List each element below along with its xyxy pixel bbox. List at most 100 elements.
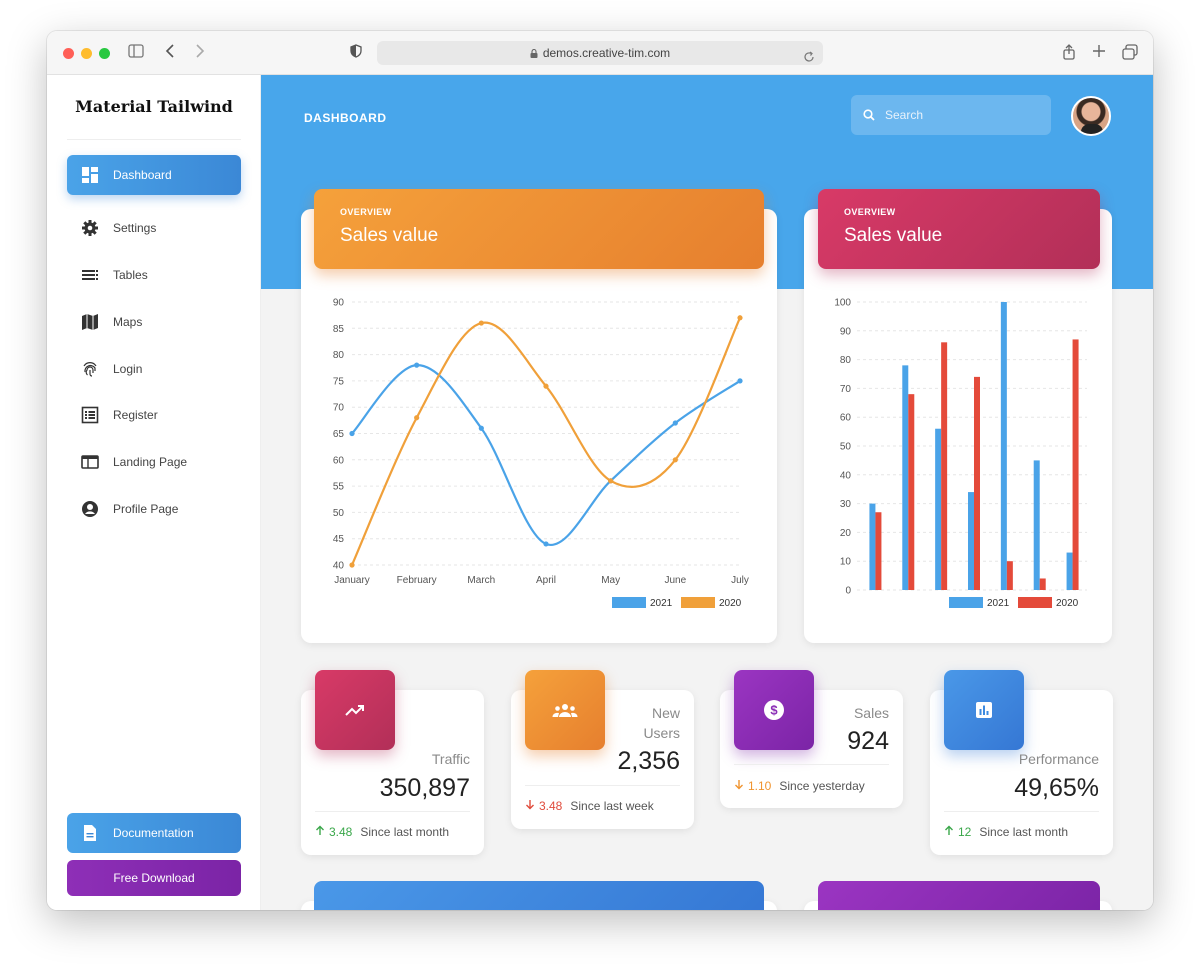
x-tick-label: March [467,575,495,586]
url-text: demos.creative-tim.com [542,46,671,60]
legend-swatch [949,597,983,608]
tab-overview-icon[interactable] [1121,44,1139,62]
bar-2021 [935,428,942,590]
sidebar-item-landing-page[interactable]: Landing Page [67,442,241,482]
back-icon[interactable] [161,44,179,62]
bar-2020 [1039,578,1046,590]
list-icon [81,266,99,284]
y-tick-label: 80 [840,355,852,366]
brand-title[interactable]: Material Tailwind [75,97,233,116]
minimize-window-button[interactable] [81,48,92,59]
sidebar-item-dashboard[interactable]: Dashboard [67,155,241,195]
data-point [543,383,549,389]
stat-divider [734,764,889,765]
y-tick-label: 40 [333,561,345,572]
y-tick-label: 90 [333,298,345,309]
stat-value: 350,897 [379,774,470,802]
free-download-button[interactable]: Free Download [67,860,241,896]
reload-icon[interactable] [803,47,815,62]
sidebar-item-login[interactable]: Login [67,349,241,389]
sidebar-item-profile-page[interactable]: Profile Page [67,489,241,529]
bottom-card-right-header [818,881,1100,910]
gear-icon [81,219,99,237]
stat-divider [525,785,680,786]
stat-card-new-users: New Users 2,356 3.48 Since last week [511,670,694,829]
forward-icon[interactable] [191,44,209,62]
dashboard-icon [81,166,99,184]
bar-2020 [1006,561,1013,590]
stat-label: Sales [853,705,889,721]
y-tick-label: 20 [840,528,852,539]
legend-swatch [1018,597,1052,608]
stat-footer: 3.48 Since last month [315,825,449,839]
stat-divider [315,811,470,812]
groups-icon [525,670,605,750]
stat-label: Performance [1018,751,1099,767]
y-tick-label: 10 [840,557,852,568]
stat-value: 924 [847,727,889,755]
document-icon [81,824,99,842]
bar-2021 [968,492,974,590]
form-icon [81,406,99,424]
stat-value: 2,356 [617,747,680,775]
avatar[interactable] [1071,96,1111,136]
stat-delta: 1.10 [748,779,772,793]
new-tab-icon[interactable] [1090,44,1108,62]
stat-card-traffic: Traffic 350,897 3.48 Since last month [301,670,484,855]
arrow-down-icon [734,779,744,793]
privacy-shield-icon[interactable] [347,44,365,62]
bar-2021 [1066,552,1073,590]
legend-label: 2021 [987,598,1010,609]
bar-chart-card: 0 10 20 30 40 50 60 70 80 90 100 2021 2020 [804,209,1112,643]
stat-value: 49,65% [1014,774,1099,802]
data-point [478,320,484,326]
sidebar-item-tables[interactable]: Tables [67,255,241,295]
sidebar-item-register[interactable]: Register [67,395,241,435]
stat-delta: 3.48 [539,799,563,813]
arrow-up-icon [944,825,954,839]
documentation-label: Documentation [113,826,194,840]
address-bar[interactable]: demos.creative-tim.com [377,41,823,65]
data-point [608,478,614,484]
search-icon [863,109,875,121]
y-tick-label: 45 [333,534,345,545]
x-tick-label: May [601,575,620,586]
sidebar-toggle-icon[interactable] [127,44,145,62]
y-tick-label: 30 [840,499,852,510]
dollar-icon: $ [734,670,814,750]
sidebar-item-label: Profile Page [113,502,179,516]
line-chart: 40 45 50 55 60 65 70 75 80 85 90 January February Mar… [333,298,749,610]
data-point [349,562,355,568]
sidebar-item-settings[interactable]: Settings [67,208,241,248]
y-tick-label: 65 [333,429,345,440]
series-line-2021 [351,364,741,547]
y-tick-label: 100 [834,298,851,309]
stat-label: Traffic [431,751,470,767]
zoom-window-button[interactable] [99,48,110,59]
close-window-button[interactable] [63,48,74,59]
sidebar-item-maps[interactable]: Maps [67,302,241,342]
bar-2021 [1033,460,1040,590]
sidebar-item-label: Dashboard [113,168,172,182]
data-point [672,420,678,426]
x-tick-label: January [334,575,370,586]
stat-footer: 3.48 Since last week [525,799,654,813]
line-chart-header: OVERVIEW Sales value [314,189,764,269]
data-point [672,457,678,463]
trending-up-icon [315,670,395,750]
share-icon[interactable] [1060,44,1078,62]
bar-2021 [1000,302,1007,590]
y-tick-label: 40 [840,470,852,481]
documentation-button[interactable]: Documentation [67,813,241,853]
bar-chart-icon [944,670,1024,750]
sidebar-item-label: Maps [113,315,143,329]
sidebar-item-label: Tables [113,268,148,282]
arrow-down-icon [525,799,535,813]
bar-2021 [869,503,876,590]
search-placeholder: Search [885,108,924,122]
search-field[interactable]: Search [851,95,1051,135]
stat-period: Since last week [570,799,654,813]
stat-label: New Users [643,705,680,741]
stat-footer: 1.10 Since yesterday [734,779,865,793]
stat-card-sales: $ Sales 924 1.10 Since yesterday [720,670,903,808]
